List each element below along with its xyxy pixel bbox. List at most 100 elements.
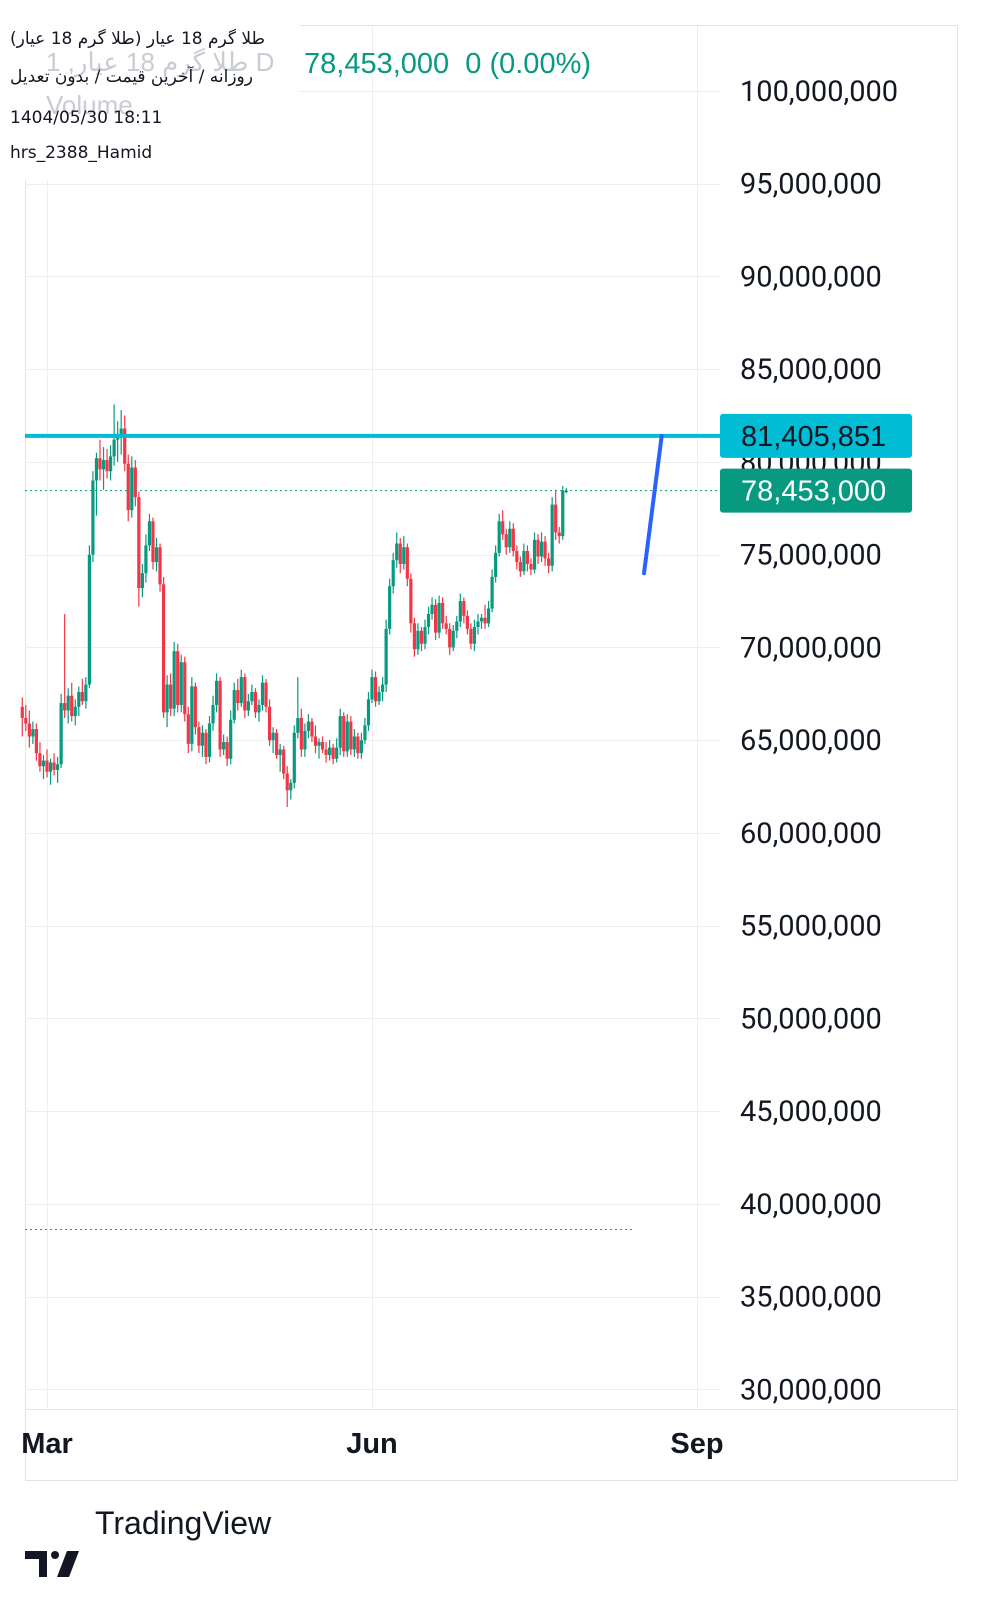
ghost-symbol-title: 1 ,طلا گرم 18 عیار D [46, 47, 275, 77]
candle-body-down [511, 528, 515, 551]
candle-body-up [328, 747, 332, 756]
candle-body-down [20, 706, 24, 718]
candle-body-up [395, 543, 399, 561]
candle-body-down [133, 467, 137, 498]
candle-body-down [349, 721, 353, 750]
candle-body-down [412, 623, 416, 650]
candle-body-up [451, 630, 455, 648]
candle-body-up [335, 747, 339, 759]
candle-body-up [292, 732, 296, 783]
candle-body-up [391, 560, 395, 587]
candle-body-up [317, 742, 321, 746]
price-axis[interactable]: 100,000,000 95,000,000 90,000,000 85,000,00… [740, 75, 898, 1408]
candle-body-up [479, 617, 484, 622]
y-tick-label: 45,000,000 [740, 1095, 882, 1129]
candle-body-up [190, 686, 194, 744]
candle-body-down [469, 628, 473, 644]
candle-body-up [550, 504, 554, 566]
candle-body-down [183, 662, 187, 715]
candle-body-down [126, 463, 130, 511]
candle-body-up [101, 460, 106, 470]
candle-body-down [398, 543, 402, 564]
candle-body-down [267, 706, 272, 741]
candle-body-down [80, 691, 84, 702]
candle-body-down [320, 742, 325, 750]
candle-body-down [409, 578, 413, 624]
candle-body-up [402, 547, 406, 564]
candle-body-down [38, 753, 42, 767]
drawings[interactable] [25, 433, 720, 1231]
candle-body-down [462, 601, 466, 616]
candle-body-up [352, 736, 356, 750]
tradingview-logo [25, 1551, 79, 1577]
candle-body-up [384, 628, 388, 685]
y-tick-label: 85,000,000 [740, 353, 882, 387]
candle-body-up [165, 684, 169, 713]
candle-body-up [94, 458, 99, 481]
y-tick-label: 35,000,000 [740, 1281, 882, 1315]
candle-body-down [465, 615, 469, 629]
candle-body-down [98, 458, 102, 470]
candle-body-up [271, 732, 275, 741]
candle-body-down [105, 460, 109, 472]
candle-body-down [45, 760, 49, 772]
candle-body-down [285, 773, 289, 791]
candle-body-up [119, 428, 123, 436]
candle-body-down [441, 602, 445, 624]
candle-body-down [433, 604, 438, 633]
y-tick-label: 50,000,000 [740, 1002, 882, 1036]
candle-body-up [455, 621, 459, 631]
symbol-title[interactable]: طلا گرم 18 عیار (طلا گرم 18 عیار) [10, 29, 266, 49]
candle-body-down [282, 749, 286, 774]
candle-body-down [299, 717, 303, 750]
candle-body-up [458, 601, 462, 622]
candle-body-up [486, 608, 491, 624]
horizontal-line-price-text: 81,405,851 [741, 421, 886, 453]
tradingview-logo-icon [25, 1551, 47, 1577]
candle-body-down [63, 703, 67, 711]
trend-line[interactable] [642, 433, 664, 576]
y-tick-label: 75,000,000 [740, 539, 882, 573]
candle-body-up [229, 719, 233, 759]
candle-body-up [370, 677, 374, 700]
brand[interactable]: TradingView [85, 1505, 271, 1542]
candle-body-up [561, 490, 565, 537]
candle-body-down [176, 651, 180, 705]
candle-body-up [430, 604, 434, 615]
y-tick-label: 95,000,000 [740, 168, 882, 202]
candle-body-down [24, 717, 28, 724]
candle-body-up [250, 691, 254, 702]
y-tick-label: 65,000,000 [740, 724, 882, 758]
candle-body-up [388, 586, 392, 629]
candle-body-up [66, 695, 70, 711]
candle-body-up [278, 749, 282, 756]
candle-body-up [490, 576, 494, 609]
candle-body-up [306, 721, 311, 731]
candle-body-down [483, 617, 487, 624]
candle-body-up [246, 701, 250, 711]
candle-body-down [34, 729, 39, 754]
candle-body-up [423, 627, 427, 644]
brand-name: TradingView [95, 1505, 272, 1541]
y-tick-label: 55,000,000 [740, 910, 882, 944]
candle-body-up [211, 704, 215, 724]
candle-body-down [536, 539, 540, 557]
grid [25, 26, 720, 1408]
candles [20, 404, 568, 807]
y-tick-label: 60,000,000 [740, 817, 882, 851]
last-price-tag-text: 78,453,000 [741, 476, 886, 508]
candle-body-up [207, 723, 212, 757]
candle-body-up [91, 480, 95, 555]
author-name[interactable]: hrs_2388_Hamid [10, 143, 153, 163]
last-price-value: 78,453,000 [304, 48, 450, 80]
candle-body-down [264, 682, 268, 707]
candle-body-down [169, 684, 173, 709]
candle-body-down [313, 736, 318, 746]
candle-body-down [151, 521, 155, 563]
candle-body-down [515, 550, 519, 563]
candle-body-down [501, 521, 505, 535]
candle-body-down [236, 690, 240, 704]
time-axis[interactable]: Mar Jun Sep [21, 1428, 723, 1460]
candle-body-up [200, 732, 205, 746]
